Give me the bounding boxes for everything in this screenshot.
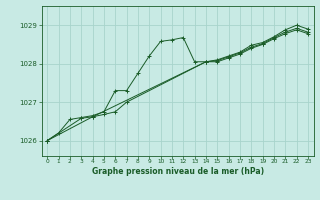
- X-axis label: Graphe pression niveau de la mer (hPa): Graphe pression niveau de la mer (hPa): [92, 167, 264, 176]
